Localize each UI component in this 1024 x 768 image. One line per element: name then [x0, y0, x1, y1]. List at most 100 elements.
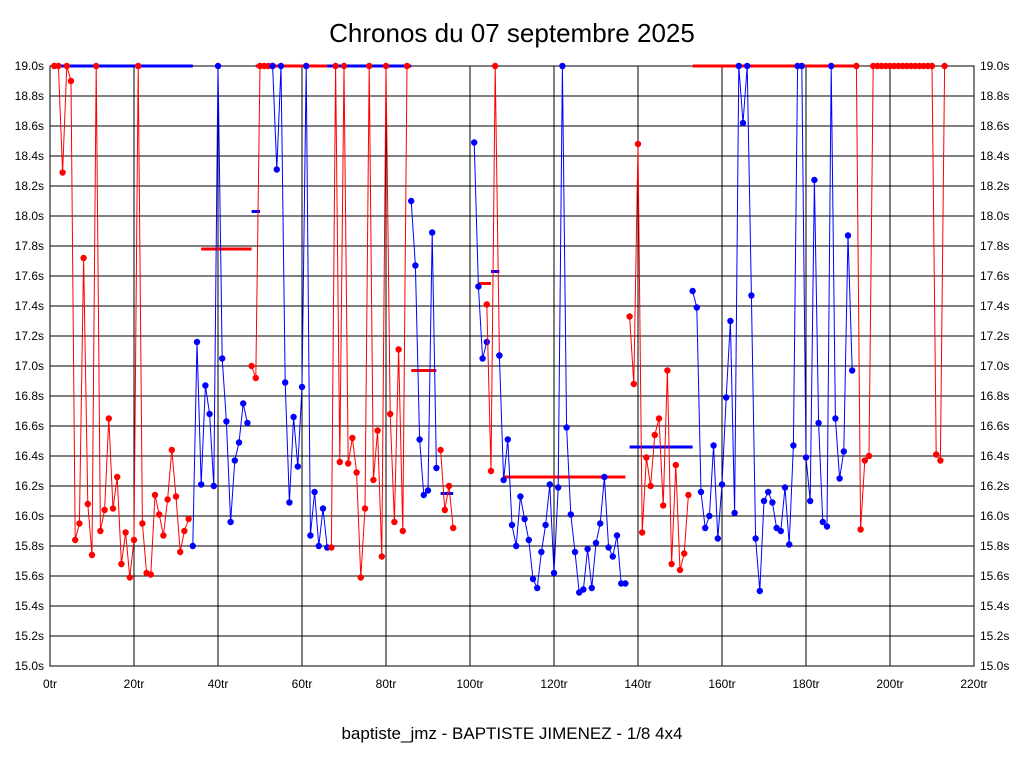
data-point [357, 574, 364, 581]
data-point [832, 415, 839, 422]
series-line [410, 200, 437, 497]
plot-frame [49, 65, 975, 667]
data-point [941, 62, 948, 70]
data-point [416, 436, 423, 443]
data-point [93, 62, 100, 70]
y-tick-label-left: 15.0s [15, 659, 44, 673]
y-tick-label-left: 18.8s [15, 89, 44, 103]
x-tick-label: 200tr [876, 677, 903, 691]
data-point [282, 379, 289, 386]
data-point [353, 469, 360, 476]
data-point [651, 431, 658, 439]
data-point [244, 419, 251, 427]
data-point [823, 523, 831, 530]
x-tick-label: 220tr [960, 677, 987, 691]
data-point [786, 541, 793, 548]
data-point [366, 62, 373, 70]
y-tick-label-left: 17.8s [15, 239, 44, 253]
data-point [479, 355, 486, 362]
data-point [370, 476, 377, 484]
data-point [714, 535, 721, 542]
y-tick-label-left: 18.2s [15, 179, 44, 193]
data-point [731, 509, 738, 517]
data-point [849, 367, 856, 374]
data-point [424, 487, 432, 494]
data-point [550, 569, 558, 577]
data-point [521, 515, 528, 523]
x-tick-label: 160tr [708, 677, 735, 691]
data-point [475, 283, 482, 290]
data-point [660, 502, 667, 509]
data-point [605, 544, 612, 551]
data-point [101, 506, 108, 514]
data-point [135, 62, 142, 70]
data-point [781, 484, 789, 491]
y-tick-label-right: 15.6s [980, 569, 1009, 583]
data-point [718, 481, 726, 488]
data-point [790, 442, 797, 449]
data-point [861, 457, 868, 464]
x-tick-label: 140tr [624, 677, 651, 691]
data-point [937, 457, 944, 464]
data-point [88, 551, 96, 559]
data-point [538, 548, 545, 556]
data-point [214, 62, 222, 70]
y-tick-label-left: 17.0s [15, 359, 44, 373]
y-tick-label-right: 16.0s [980, 509, 1009, 523]
data-point [655, 415, 663, 422]
data-point [500, 476, 507, 484]
axis-layer: 15.0s 15.0s 15.2s 15.2s 15.4s 15.4s 15.6s 15.6s… [15, 59, 1010, 691]
series-line [486, 65, 500, 472]
data-point [819, 518, 826, 526]
series-line [498, 65, 626, 594]
data-point [546, 481, 553, 488]
data-point [248, 362, 255, 370]
data-point [399, 527, 406, 535]
y-tick-label-right: 15.0s [980, 659, 1009, 673]
data-point [391, 518, 398, 526]
data-point [269, 62, 276, 70]
data-point [450, 524, 457, 532]
data-point [273, 166, 280, 173]
data-point [181, 527, 188, 535]
data-point [433, 464, 440, 472]
y-tick-label-right: 16.8s [980, 389, 1009, 403]
data-point [697, 488, 705, 496]
data-point [487, 467, 495, 475]
x-tick-label: 20tr [124, 677, 145, 691]
series-line [440, 449, 454, 529]
x-tick-label: 0tr [43, 677, 57, 691]
data-point [206, 410, 213, 418]
y-tick-label-left: 15.8s [15, 539, 44, 553]
data-point [735, 62, 742, 70]
x-tick-label: 120tr [540, 677, 567, 691]
data-point [597, 520, 604, 527]
y-tick-label-right: 16.6s [980, 419, 1009, 433]
data-point [252, 374, 259, 382]
y-tick-label-left: 17.2s [15, 329, 44, 343]
series-line [855, 65, 946, 530]
y-tick-label-left: 16.2s [15, 479, 44, 493]
data-point [395, 346, 402, 353]
x-tick-label: 180tr [792, 677, 819, 691]
data-point [340, 62, 348, 70]
data-point [517, 493, 524, 500]
chart-title: Chronos du 07 septembre 2025 [329, 18, 695, 48]
data-point [483, 301, 490, 308]
data-point [739, 119, 747, 127]
data-point [672, 461, 679, 469]
data-point [105, 415, 113, 422]
data-point [634, 140, 642, 148]
data-point [290, 413, 297, 421]
y-tick-label-right: 15.2s [980, 629, 1009, 643]
data-point [643, 454, 650, 461]
data-point [277, 62, 285, 70]
data-point [689, 287, 696, 295]
data-point [542, 521, 549, 529]
chart-subtitle: baptiste_jmz - BAPTISTE JIMENEZ - 1/8 4x… [341, 724, 683, 743]
data-point [109, 505, 117, 512]
data-point [769, 499, 776, 506]
data-point [828, 62, 835, 70]
data-point [151, 491, 159, 499]
